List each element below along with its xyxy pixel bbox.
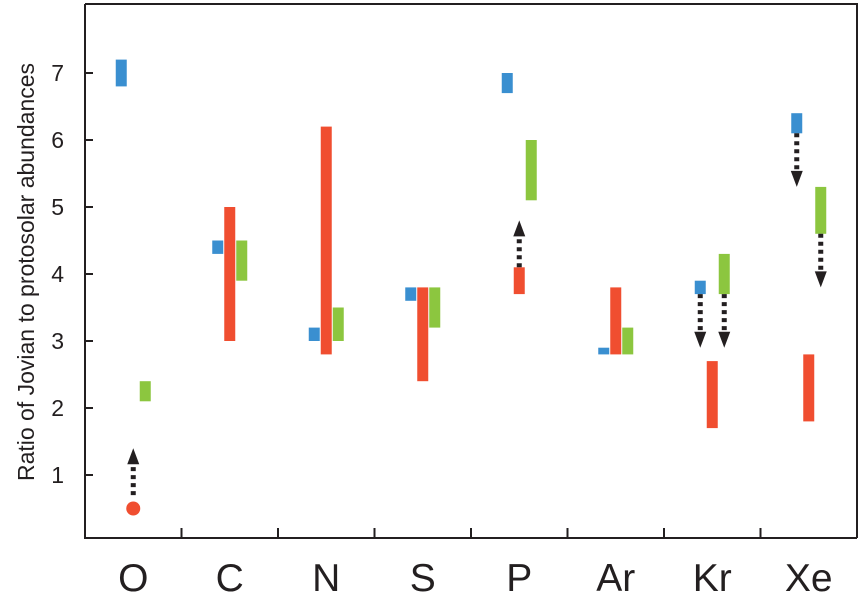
x-tick-label-s: S	[410, 557, 436, 596]
green-range-bar-p	[525, 140, 537, 201]
red-range-bar-kr	[706, 361, 718, 429]
green-range-bar-s	[429, 287, 441, 328]
arrow-head	[694, 331, 707, 348]
x-tick-label-xe: Xe	[785, 557, 833, 596]
blue-range-bar-c	[212, 240, 224, 254]
y-tick-label: 2	[51, 395, 64, 421]
x-tick-label-o: O	[118, 557, 148, 596]
blue-arrow-down-xe	[790, 133, 803, 187]
green-range-bar-n	[332, 307, 344, 341]
blue-range-bar-xe	[791, 113, 803, 134]
blue-range-bar-kr	[694, 280, 706, 295]
blue-range-bar-o	[115, 59, 127, 87]
y-axis-ticks: 1 2 3 4 5 6 7	[51, 60, 93, 488]
data-marks	[115, 59, 827, 516]
arrow-head	[814, 271, 827, 288]
red-arrow-up-o	[127, 448, 140, 496]
blue-range-bar-ar	[598, 347, 610, 355]
x-tick-label-ar: Ar	[596, 557, 635, 596]
green-range-bar-ar	[622, 327, 634, 355]
green-range-bar-o	[139, 381, 151, 402]
arrow-head	[718, 331, 731, 348]
red-range-bar-xe	[803, 354, 815, 422]
y-tick-label: 5	[51, 194, 64, 220]
red-range-bar-ar	[610, 287, 622, 355]
red-range-bar-n	[320, 126, 332, 355]
plot-area	[84, 3, 858, 539]
green-range-bar-c	[236, 240, 248, 281]
blue-range-bar-n	[308, 327, 320, 341]
blue-range-bar-p	[501, 73, 513, 94]
y-tick-label: 3	[51, 328, 64, 354]
x-tick-label-kr: Kr	[693, 557, 732, 596]
y-tick-label: 1	[51, 462, 64, 488]
green-arrow-down-kr	[718, 294, 731, 348]
y-tick-label: 7	[51, 60, 64, 86]
arrow-head	[127, 448, 140, 465]
red-range-bar-c	[224, 207, 236, 341]
x-axis-ticks: O C N S P Ar Kr Xe	[118, 528, 833, 596]
red-range-bar-s	[417, 287, 429, 382]
arrow-head	[790, 170, 803, 187]
green-range-bar-xe	[815, 186, 827, 234]
blue-range-bar-s	[405, 287, 417, 301]
arrow-head	[513, 220, 526, 237]
y-tick-label: 4	[51, 261, 64, 287]
blue-arrow-down-kr	[694, 294, 707, 348]
plot-frame	[84, 3, 858, 539]
x-tick-label-c: C	[216, 557, 244, 596]
y-tick-label: 6	[51, 127, 64, 153]
red-range-bar-p	[513, 267, 525, 295]
red-arrow-up-p	[513, 220, 526, 268]
y-axis-label: Ratio of Jovian to protosolar abundances	[13, 63, 39, 481]
red-point-o	[126, 501, 141, 516]
green-range-bar-kr	[718, 253, 730, 295]
x-tick-label-n: N	[312, 557, 340, 596]
green-arrow-down-xe	[814, 233, 827, 288]
x-tick-label-p: P	[506, 557, 532, 596]
